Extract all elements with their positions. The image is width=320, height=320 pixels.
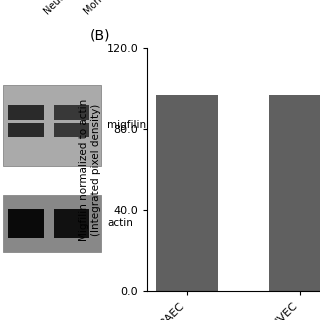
Y-axis label: Migfilin normalized to actin
(Integrated pixel density): Migfilin normalized to actin (Integrated… xyxy=(79,99,101,241)
FancyBboxPatch shape xyxy=(53,209,89,238)
Text: actin: actin xyxy=(107,218,133,228)
FancyBboxPatch shape xyxy=(53,123,89,137)
FancyBboxPatch shape xyxy=(8,123,44,137)
FancyBboxPatch shape xyxy=(53,105,89,120)
FancyBboxPatch shape xyxy=(3,85,101,166)
Text: (B): (B) xyxy=(90,28,110,43)
Text: migfilin: migfilin xyxy=(107,120,146,131)
FancyBboxPatch shape xyxy=(8,105,44,120)
Bar xyxy=(268,95,320,291)
Text: Monocytes: Monocytes xyxy=(82,0,126,16)
Bar xyxy=(156,95,218,291)
FancyBboxPatch shape xyxy=(8,209,44,238)
FancyBboxPatch shape xyxy=(3,195,101,252)
Text: Neutrophils: Neutrophils xyxy=(42,0,89,16)
